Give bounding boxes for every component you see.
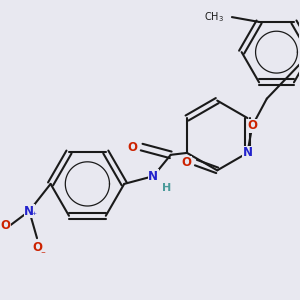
Text: H: H bbox=[162, 183, 172, 193]
Text: CH$_3$: CH$_3$ bbox=[204, 10, 224, 24]
Text: O: O bbox=[0, 219, 10, 232]
Text: N: N bbox=[148, 170, 158, 183]
Text: $^{+}$: $^{+}$ bbox=[31, 210, 38, 219]
Text: N: N bbox=[24, 205, 34, 218]
Text: O: O bbox=[181, 156, 191, 169]
Text: $^{-}$: $^{-}$ bbox=[40, 249, 46, 258]
Text: N: N bbox=[242, 146, 252, 159]
Text: O: O bbox=[247, 119, 257, 132]
Text: O: O bbox=[127, 141, 137, 154]
Text: O: O bbox=[32, 242, 42, 254]
